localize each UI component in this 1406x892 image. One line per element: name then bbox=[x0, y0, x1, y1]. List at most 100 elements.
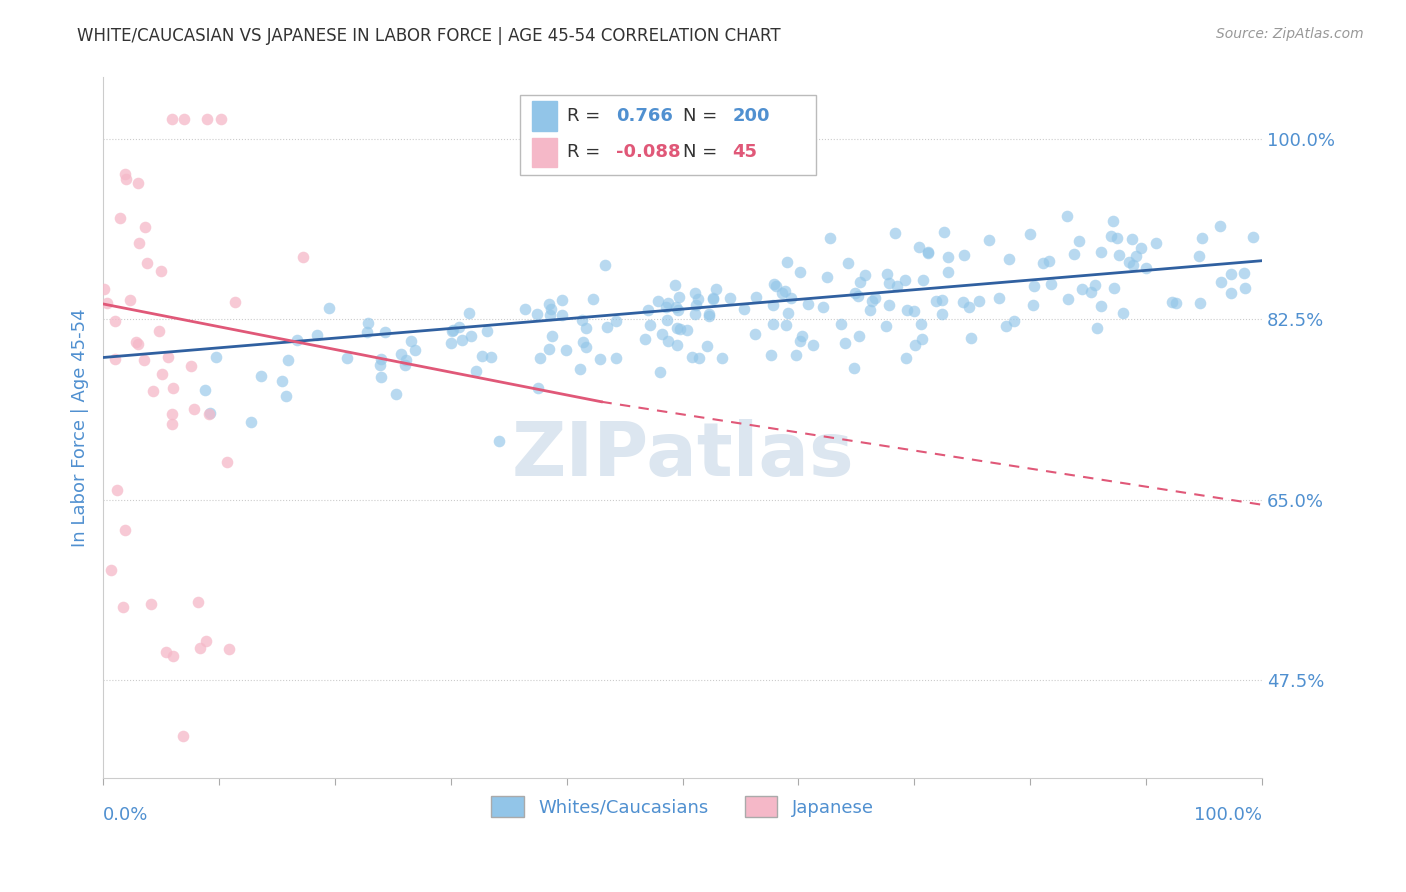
Point bbox=[551, 308, 574, 322]
Point bbox=[932, 225, 955, 239]
Point bbox=[651, 327, 673, 342]
Point bbox=[665, 337, 688, 351]
Point bbox=[790, 328, 813, 343]
Point bbox=[910, 317, 932, 331]
Point bbox=[575, 340, 598, 354]
Point bbox=[187, 594, 209, 608]
Point bbox=[801, 338, 824, 352]
Point bbox=[575, 320, 598, 334]
Point bbox=[912, 273, 935, 287]
Point bbox=[818, 230, 841, 244]
Point bbox=[863, 291, 886, 305]
Point bbox=[1130, 241, 1153, 255]
Point bbox=[148, 325, 170, 339]
Point bbox=[762, 317, 785, 331]
Text: R =: R = bbox=[567, 144, 606, 161]
Point bbox=[440, 336, 463, 351]
Point bbox=[637, 302, 659, 317]
Point bbox=[877, 298, 900, 312]
Text: WHITE/CAUCASIAN VS JAPANESE IN LABOR FORCE | AGE 45-54 CORRELATION CHART: WHITE/CAUCASIAN VS JAPANESE IN LABOR FOR… bbox=[77, 27, 780, 45]
Point bbox=[681, 350, 703, 364]
Point bbox=[697, 307, 720, 321]
Point bbox=[711, 351, 734, 365]
Point bbox=[540, 302, 562, 317]
Point bbox=[1022, 279, 1045, 293]
Point bbox=[657, 334, 679, 349]
Point bbox=[997, 252, 1019, 267]
Point bbox=[733, 301, 755, 316]
Point bbox=[848, 275, 870, 289]
Text: N =: N = bbox=[682, 144, 723, 161]
Point bbox=[789, 334, 811, 349]
Point bbox=[593, 258, 616, 272]
Point bbox=[640, 318, 662, 332]
Point bbox=[465, 364, 488, 378]
Point bbox=[139, 598, 162, 612]
Point bbox=[1002, 313, 1025, 327]
Point bbox=[173, 112, 195, 126]
Point bbox=[450, 333, 472, 347]
Point bbox=[1191, 231, 1213, 245]
Point bbox=[655, 300, 678, 314]
Point bbox=[668, 290, 690, 304]
Point bbox=[988, 291, 1011, 305]
Point bbox=[685, 298, 707, 312]
Point bbox=[276, 388, 298, 402]
Point bbox=[1056, 293, 1078, 307]
Point bbox=[277, 352, 299, 367]
Point bbox=[368, 358, 391, 372]
Point bbox=[1102, 281, 1125, 295]
Point bbox=[1101, 228, 1123, 243]
Point bbox=[1108, 248, 1130, 262]
Point bbox=[217, 455, 239, 469]
Point bbox=[977, 233, 1000, 247]
Point bbox=[160, 417, 183, 431]
Point bbox=[460, 328, 482, 343]
Point bbox=[1125, 249, 1147, 263]
Point bbox=[1219, 268, 1241, 282]
Point bbox=[1220, 286, 1243, 301]
Point bbox=[896, 303, 918, 318]
Point bbox=[162, 381, 184, 395]
Point bbox=[837, 256, 859, 270]
Point bbox=[688, 351, 710, 366]
Point bbox=[471, 349, 494, 363]
Point bbox=[745, 290, 768, 304]
Point bbox=[336, 351, 359, 365]
Point bbox=[647, 293, 669, 308]
Point bbox=[285, 333, 308, 347]
Point bbox=[160, 407, 183, 421]
Point bbox=[1144, 235, 1167, 250]
Point bbox=[183, 401, 205, 416]
Point bbox=[1233, 266, 1256, 280]
Point bbox=[142, 384, 165, 399]
Point bbox=[540, 328, 562, 343]
Point bbox=[842, 360, 865, 375]
Point bbox=[1135, 260, 1157, 275]
Point bbox=[938, 250, 960, 264]
Point bbox=[370, 352, 392, 367]
Point bbox=[529, 351, 551, 365]
Point bbox=[118, 293, 141, 308]
Point bbox=[1056, 209, 1078, 223]
Point bbox=[1084, 278, 1107, 293]
Point bbox=[884, 227, 907, 241]
Point bbox=[526, 308, 548, 322]
Y-axis label: In Labor Force | Age 45-54: In Labor Force | Age 45-54 bbox=[72, 309, 89, 547]
Point bbox=[568, 361, 591, 376]
Point bbox=[1032, 256, 1054, 270]
Point bbox=[538, 308, 561, 322]
Point bbox=[554, 343, 576, 357]
Bar bbox=[531, 102, 557, 130]
Point bbox=[198, 406, 221, 420]
Point bbox=[702, 291, 724, 305]
Point bbox=[441, 323, 464, 337]
Point bbox=[936, 265, 959, 279]
Point bbox=[967, 293, 990, 308]
Point bbox=[773, 284, 796, 298]
Point bbox=[1122, 258, 1144, 272]
Point bbox=[834, 336, 856, 351]
Point bbox=[370, 370, 392, 384]
Point bbox=[551, 293, 574, 308]
Point bbox=[527, 380, 550, 394]
